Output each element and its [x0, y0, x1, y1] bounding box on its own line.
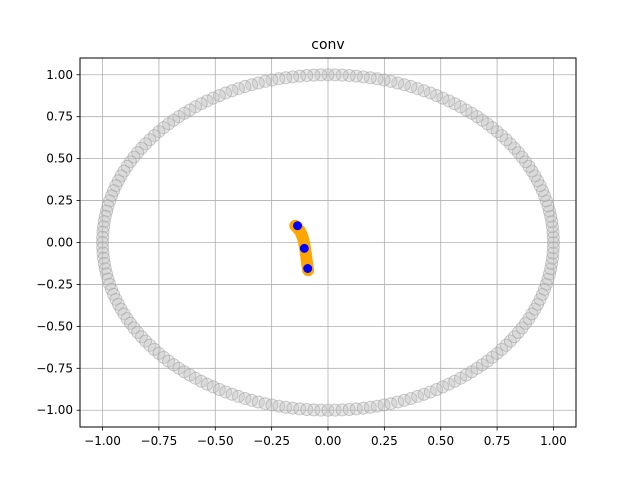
x-tick-label: 0.00: [315, 434, 342, 448]
x-axis: −1.00 −0.75 −0.50 −0.25 0.00 0.25 0.50 0.75 1.00: [84, 427, 567, 448]
unit-circle-marker: [293, 69, 307, 83]
x-tick-label: −0.75: [141, 434, 178, 448]
chart-title: conv: [311, 37, 344, 53]
unit-circle-marker: [342, 402, 356, 416]
unit-circle-marker: [104, 189, 118, 203]
unit-circle-marker: [542, 204, 556, 218]
unit-circle-marker: [545, 220, 559, 234]
unit-circle-marker: [546, 241, 560, 255]
unit-circle-marker: [286, 401, 300, 415]
unit-circle-marker: [356, 70, 370, 84]
unit-circle-marker: [442, 377, 456, 391]
unit-circle-marker: [200, 94, 214, 108]
unit-circle-marker: [546, 225, 560, 239]
x-tick-label: 0.25: [371, 434, 398, 448]
unit-circle-marker: [321, 403, 335, 417]
unit-circle-marker: [96, 246, 110, 260]
unit-circle-marker: [538, 282, 552, 296]
unit-circle-marker: [96, 225, 110, 239]
unit-circle-marker: [335, 403, 349, 417]
unit-circle-marker: [100, 267, 114, 281]
unit-circle-marker: [194, 97, 208, 111]
unit-circle-marker: [97, 220, 111, 234]
unit-circle-marker: [103, 194, 117, 208]
unit-circle-marker: [96, 241, 110, 255]
unit-circle-marker: [541, 199, 555, 213]
x-tick-label: 0.75: [484, 434, 511, 448]
x-tick-label: 1.00: [540, 434, 567, 448]
unit-circle-marker: [300, 69, 314, 83]
unit-circle-marker: [300, 402, 314, 416]
unit-circle-marker: [546, 236, 560, 249]
unit-circle-series: [96, 68, 560, 417]
unit-circle-marker: [448, 374, 462, 388]
unit-circle-marker: [546, 230, 560, 244]
unit-circle-marker: [545, 251, 559, 265]
blue-points-series: [293, 221, 313, 273]
unit-circle-marker: [101, 199, 115, 213]
blue-point-marker: [303, 263, 313, 273]
unit-circle-marker: [200, 377, 214, 391]
x-tick-label: 0.50: [427, 434, 454, 448]
x-tick-label: −1.00: [84, 434, 121, 448]
unit-circle-marker: [328, 68, 342, 82]
unit-circle-marker: [442, 94, 456, 108]
y-tick-label: 1.00: [46, 68, 73, 82]
y-tick-label: 0.75: [46, 110, 73, 124]
y-tick-label: −1.00: [36, 403, 73, 417]
unit-circle-marker: [335, 68, 349, 82]
y-tick-label: −0.50: [36, 319, 73, 333]
unit-circle-marker: [342, 69, 356, 83]
unit-circle-marker: [97, 257, 111, 271]
unit-circle-marker: [307, 68, 321, 82]
unit-circle-marker: [321, 68, 335, 82]
unit-circle-marker: [206, 91, 220, 105]
unit-circle-marker: [436, 380, 450, 394]
x-tick-label: −0.50: [197, 434, 234, 448]
unit-circle-marker: [454, 100, 468, 114]
blue-point-marker: [293, 221, 303, 231]
x-tick-label: −0.25: [253, 434, 290, 448]
unit-circle-marker: [194, 374, 208, 388]
unit-circle-marker: [98, 262, 112, 276]
unit-circle-marker: [545, 214, 559, 228]
unit-circle-marker: [314, 403, 328, 417]
y-tick-label: 0.50: [46, 152, 73, 166]
unit-circle-marker: [544, 209, 558, 223]
unit-circle-marker: [349, 69, 363, 83]
unit-circle-marker: [100, 204, 114, 218]
y-tick-label: −0.25: [36, 277, 73, 291]
unit-circle-marker: [544, 262, 558, 276]
unit-circle-marker: [546, 246, 560, 260]
unit-circle-marker: [97, 251, 111, 265]
blue-point-marker: [299, 243, 309, 253]
grid: [80, 58, 576, 427]
unit-circle-marker: [96, 230, 110, 244]
unit-circle-marker: [98, 209, 112, 223]
y-tick-label: 0.00: [46, 236, 73, 250]
unit-circle-marker: [545, 257, 559, 271]
unit-circle-marker: [314, 68, 328, 82]
unit-circle-marker: [539, 277, 553, 291]
unit-circle-marker: [349, 402, 363, 416]
unit-circle-marker: [188, 371, 202, 385]
y-tick-label: 0.25: [46, 194, 73, 208]
unit-circle-marker: [328, 403, 342, 417]
unit-circle-marker: [293, 402, 307, 416]
y-axis: −1.00 −0.75 −0.50 −0.25 0.00 0.25 0.50 0.75 1.00: [36, 68, 80, 417]
unit-circle-marker: [541, 272, 555, 286]
unit-circle-marker: [542, 267, 556, 281]
unit-circle-marker: [101, 272, 115, 286]
unit-circle-marker: [97, 214, 111, 228]
unit-circle-marker: [307, 403, 321, 417]
unit-circle-marker: [448, 97, 462, 111]
unit-circle-marker: [96, 236, 110, 249]
y-tick-label: −0.75: [36, 361, 73, 375]
